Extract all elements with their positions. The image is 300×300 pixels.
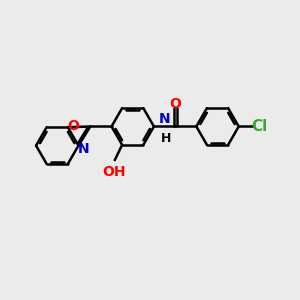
- Text: N: N: [78, 142, 90, 156]
- Text: OH: OH: [103, 165, 126, 178]
- Text: O: O: [67, 119, 79, 133]
- Text: H: H: [161, 132, 171, 145]
- Text: N: N: [159, 112, 170, 126]
- Text: Cl: Cl: [251, 119, 267, 134]
- Text: O: O: [169, 97, 181, 111]
